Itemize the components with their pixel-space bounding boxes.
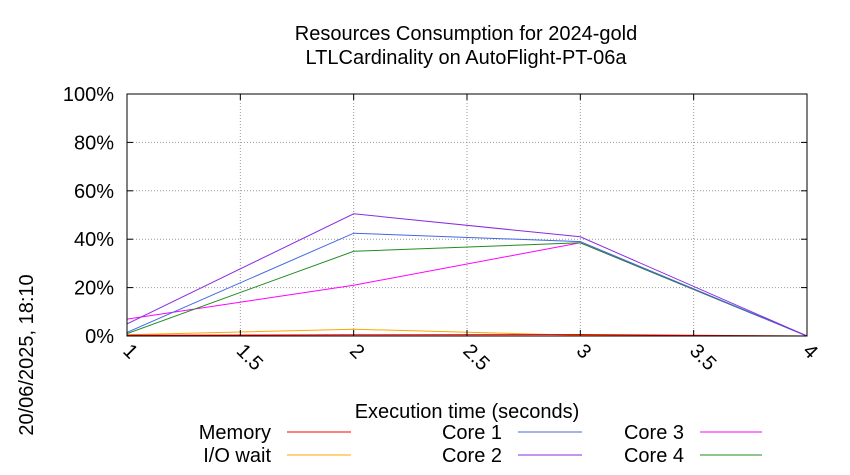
legend-label: Memory <box>199 422 271 444</box>
x-tick-label: 3.5 <box>685 340 720 375</box>
x-tick-label: 1 <box>118 340 141 363</box>
y-tick-label: 100% <box>63 84 114 106</box>
timestamp-label: 20/06/2025, 18:10 <box>16 274 38 435</box>
x-tick-label: 3 <box>572 340 595 363</box>
legend-label: Core 2 <box>442 445 502 467</box>
x-axis-label: Execution time (seconds) <box>355 401 580 423</box>
legend-item-core-1: Core 1 <box>442 422 582 444</box>
x-tick-label: 2.5 <box>458 340 493 375</box>
x-tick-label: 1.5 <box>232 340 267 375</box>
y-tick-label: 60% <box>74 181 114 203</box>
y-tick-label: 80% <box>74 132 114 154</box>
series-line-core-2 <box>126 213 808 337</box>
legend-item-memory: Memory <box>199 422 351 444</box>
legend-item-core-2: Core 2 <box>442 445 582 467</box>
series-line-core-1 <box>126 232 808 337</box>
legend-label: Core 4 <box>624 445 684 467</box>
x-axis: 1 1.5 2 2.5 3 3.5 4 <box>118 94 822 375</box>
chart-title-line1: Resources Consumption for 2024-gold <box>295 23 637 45</box>
chart-title-line2: LTLCardinality on AutoFlight-PT-06a <box>306 47 628 69</box>
legend-item-core-3: Core 3 <box>624 422 762 444</box>
series-line-core-4 <box>126 242 808 337</box>
y-axis: 0% 20% 40% 60% 80% 100% <box>63 84 807 348</box>
x-tick-label: 4 <box>798 340 821 363</box>
legend-label: I/O wait <box>203 445 271 467</box>
grid <box>127 94 807 336</box>
legend-item-core-4: Core 4 <box>624 445 762 467</box>
y-tick-label: 40% <box>74 229 114 251</box>
y-tick-label: 20% <box>74 278 114 300</box>
x-tick-label: 2 <box>345 340 368 363</box>
legend-label: Core 3 <box>624 422 684 444</box>
y-tick-label: 0% <box>85 326 114 348</box>
legend-item-i-o-wait: I/O wait <box>203 445 351 467</box>
legend-label: Core 1 <box>442 422 502 444</box>
